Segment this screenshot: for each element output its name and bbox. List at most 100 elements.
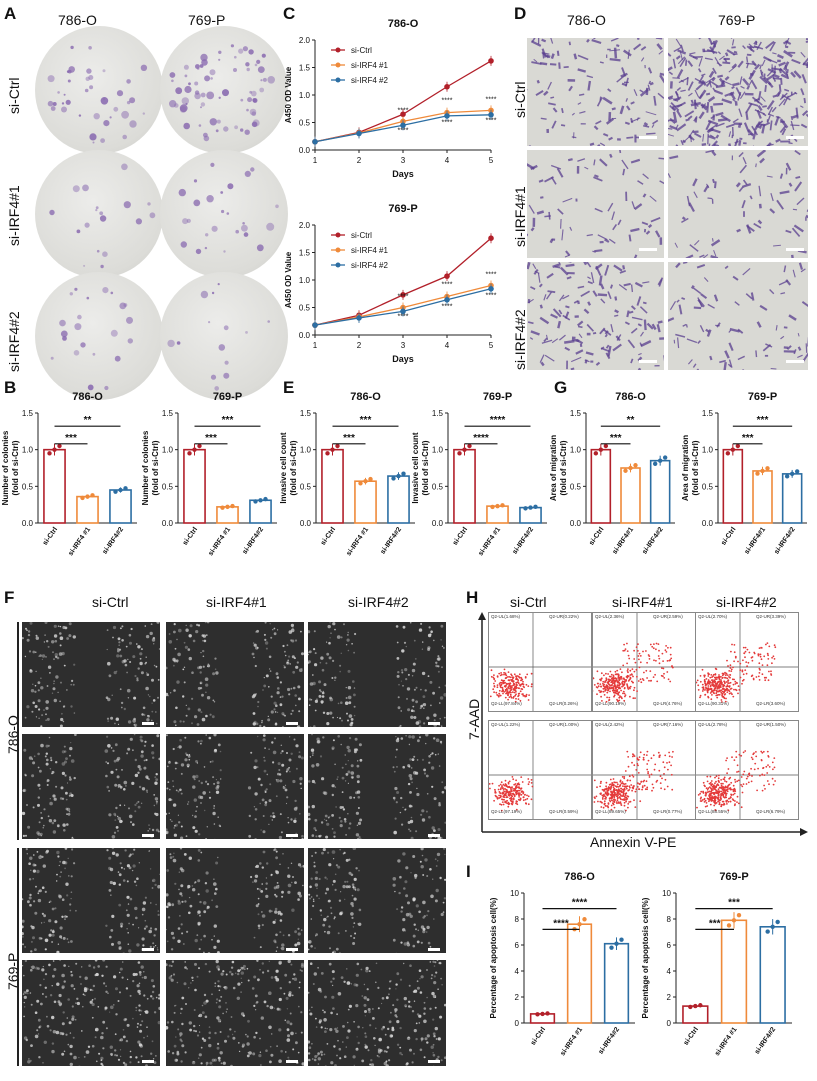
x-tick-label: si-IRF4 #1 xyxy=(714,1026,739,1057)
bar xyxy=(752,470,773,524)
chart-title: 769-P xyxy=(719,871,748,883)
x-tick-label: si-IRF4#2 xyxy=(598,1026,622,1056)
x-tick-label: si-Ctrl xyxy=(452,526,469,547)
data-point xyxy=(444,297,450,303)
significance-marker: **** xyxy=(572,898,588,909)
bar xyxy=(43,448,66,524)
x-tick-label: si-IRF4#2 xyxy=(641,526,665,556)
x-tick-label: si-IRF4#2 xyxy=(242,526,266,556)
data-dot xyxy=(765,466,770,471)
significance-marker: **** xyxy=(442,304,453,311)
x-tick-label: 3 xyxy=(401,341,406,350)
data-dot xyxy=(775,919,780,925)
x-tick-label: si-IRF4#2 xyxy=(773,526,797,556)
x-axis-label: Days xyxy=(392,354,414,364)
data-dot xyxy=(123,486,128,491)
flow-quadrant-label: Q2-LR(4.76%) xyxy=(653,701,683,706)
panel-letter-e: E xyxy=(283,378,295,397)
data-dot xyxy=(263,496,268,502)
legend-marker xyxy=(335,47,341,53)
legend-label: si-IRF4 #1 xyxy=(351,61,388,70)
y-tick-label: 0.5 xyxy=(22,482,34,491)
x-tick-label: 4 xyxy=(445,156,450,165)
y-tick-label: 1.0 xyxy=(299,91,311,100)
data-dot xyxy=(662,455,668,460)
y-tick-label: 1.5 xyxy=(570,409,582,418)
significance-marker: **** xyxy=(442,282,453,289)
invasion-micrograph xyxy=(527,262,664,370)
f-col-ctrl: si-Ctrl xyxy=(92,594,129,610)
panel-letter-i: I xyxy=(466,862,471,881)
y-tick-label: 0 xyxy=(667,1019,672,1028)
wound-healing-image xyxy=(308,734,446,839)
wound-healing-image xyxy=(22,734,160,839)
data-point xyxy=(400,292,406,298)
data-dot xyxy=(725,451,731,456)
data-dot xyxy=(657,458,663,463)
y-tick-label: 1.0 xyxy=(570,446,582,455)
data-dot xyxy=(731,918,737,923)
y-tick-label: 1.0 xyxy=(22,446,34,455)
a-row-irf1: si-IRF4#1 xyxy=(6,185,22,246)
wound-healing-image xyxy=(308,960,446,1066)
x-tick-label: si-IRF4 #1 xyxy=(345,526,370,557)
invasion-micrograph xyxy=(668,150,808,258)
line-charts-c: 786-O 0.0 0.5 1.0 1.5 2.0 1 2 3 4 5 Days A450 OD Val… xyxy=(284,18,497,364)
panel-letter-c: C xyxy=(283,4,296,23)
y-tick-label: 0.5 xyxy=(570,482,582,491)
y-tick-label: 6 xyxy=(667,941,672,950)
y-tick-label: 0 xyxy=(515,1019,520,1028)
invasion-micrograph xyxy=(527,38,664,146)
y-tick-label: 1.5 xyxy=(22,409,34,418)
flow-quadrant-label: Q2-LL(90.19%) xyxy=(595,701,626,706)
y-tick-label: 0.5 xyxy=(432,482,444,491)
panel-letter-g: G xyxy=(554,378,568,397)
y-axis-label: (fold of si-Ctrl) xyxy=(11,440,20,495)
data-dot xyxy=(603,443,609,449)
significance-marker: **** xyxy=(442,98,453,105)
chart-title: 769-P xyxy=(213,391,242,403)
y-axis-label: A450 OD Value xyxy=(284,251,293,308)
data-dot xyxy=(698,1003,703,1008)
h-col-irf2: si-IRF4#2 xyxy=(716,594,777,610)
panel-letter-a: A xyxy=(4,4,17,23)
legend-marker xyxy=(335,232,341,238)
colony-dish xyxy=(35,272,163,400)
wound-healing-image xyxy=(22,960,160,1066)
data-dot xyxy=(90,493,95,498)
data-dot xyxy=(325,451,330,456)
data-dot xyxy=(545,1011,550,1016)
flow-quadrant-label: Q2-UL(2.70%) xyxy=(698,614,728,619)
legend-label: si-Ctrl xyxy=(351,231,372,240)
y-tick-label: 0.0 xyxy=(22,519,34,528)
bar xyxy=(759,925,786,1024)
data-dot xyxy=(47,451,52,456)
significance-marker: *** xyxy=(343,433,355,444)
panel-letter-h: H xyxy=(466,588,479,607)
y-tick-label: 0.0 xyxy=(300,519,312,528)
data-dot xyxy=(57,443,62,449)
y-tick-label: 10 xyxy=(662,889,671,898)
data-dot xyxy=(500,503,505,508)
x-tick-label: 2 xyxy=(357,341,362,350)
y-tick-label: 10 xyxy=(510,889,519,898)
data-point xyxy=(488,235,494,241)
data-point xyxy=(312,138,318,145)
wound-healing-image xyxy=(22,848,160,953)
bar xyxy=(109,489,132,524)
data-dot xyxy=(401,471,406,476)
data-dot xyxy=(735,443,741,449)
flow-quadrant-label: Q2-UR(2.59%) xyxy=(653,614,683,619)
x-tick-label: 3 xyxy=(401,156,406,165)
data-dot xyxy=(736,912,742,918)
legend-label: si-Ctrl xyxy=(351,46,372,55)
d-col-769p: 769-P xyxy=(718,12,756,28)
data-dot xyxy=(789,471,795,477)
wound-healing-image xyxy=(22,622,160,727)
data-dot xyxy=(652,461,658,466)
data-dot xyxy=(693,1003,698,1009)
y-axis-label: Number of colonies xyxy=(141,430,150,505)
y-tick-label: 1.5 xyxy=(299,249,311,258)
data-dot xyxy=(688,1004,693,1010)
y-axis-label: Invasive cell count xyxy=(411,432,420,503)
